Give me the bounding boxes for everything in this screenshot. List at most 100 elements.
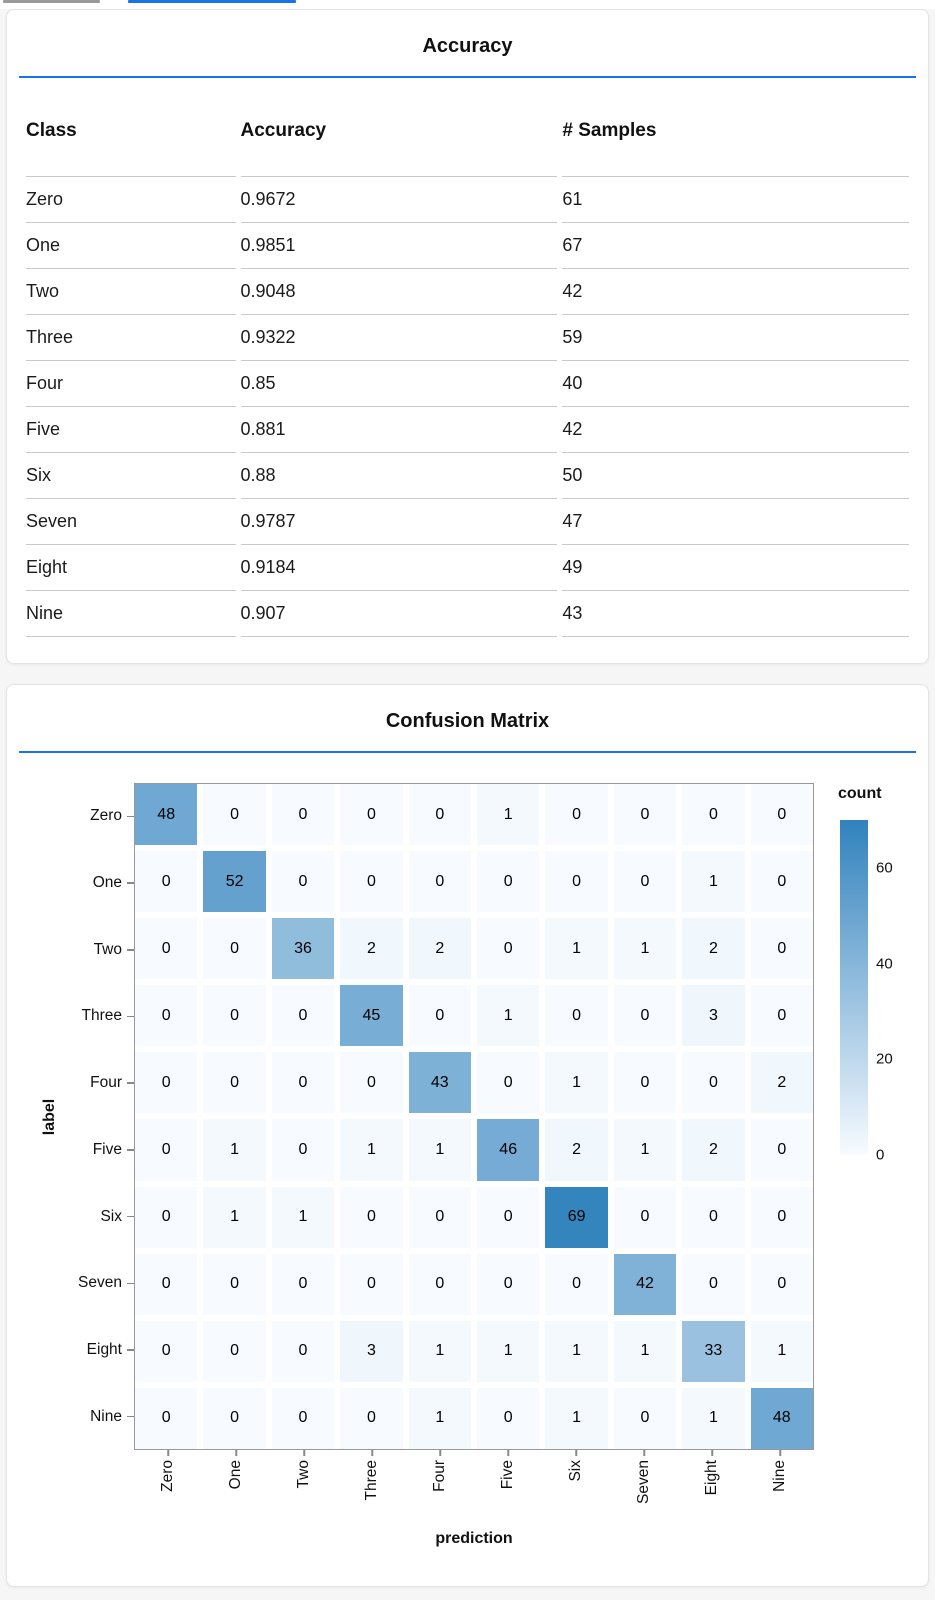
matrix-cell[interactable]: 1 — [750, 1320, 813, 1382]
tab-indicator-inactive[interactable] — [3, 0, 100, 3]
matrix-cell[interactable]: 1 — [613, 1320, 677, 1382]
matrix-cell[interactable]: 0 — [408, 784, 471, 846]
matrix-cell[interactable]: 0 — [271, 1119, 335, 1181]
matrix-cell[interactable]: 1 — [682, 851, 745, 913]
matrix-cell[interactable]: 0 — [545, 1253, 608, 1315]
matrix-cell[interactable]: 0 — [203, 1253, 266, 1315]
matrix-cell[interactable]: 0 — [135, 1253, 198, 1315]
matrix-cell[interactable]: 48 — [750, 1387, 813, 1449]
matrix-cell[interactable]: 0 — [271, 1052, 335, 1114]
matrix-cell[interactable]: 0 — [545, 985, 608, 1047]
matrix-cell[interactable]: 0 — [203, 918, 266, 980]
matrix-cell[interactable]: 1 — [477, 784, 540, 846]
matrix-cell[interactable]: 0 — [271, 1387, 335, 1449]
matrix-cell[interactable]: 0 — [135, 851, 198, 913]
matrix-cell[interactable]: 1 — [545, 1320, 608, 1382]
matrix-cell[interactable]: 0 — [271, 985, 335, 1047]
matrix-cell[interactable]: 0 — [545, 784, 608, 846]
matrix-cell[interactable]: 1 — [340, 1119, 403, 1181]
tab-indicator-active[interactable] — [128, 0, 296, 3]
matrix-cell[interactable]: 0 — [613, 1387, 677, 1449]
matrix-cell[interactable]: 0 — [750, 1253, 813, 1315]
matrix-cell[interactable]: 1 — [203, 1186, 266, 1248]
matrix-cell[interactable]: 0 — [408, 985, 471, 1047]
matrix-cell[interactable]: 2 — [682, 918, 745, 980]
matrix-cell[interactable]: 45 — [340, 985, 403, 1047]
matrix-cell[interactable]: 1 — [408, 1387, 471, 1449]
matrix-cell[interactable]: 2 — [682, 1119, 745, 1181]
matrix-cell[interactable]: 0 — [340, 784, 403, 846]
matrix-cell[interactable]: 0 — [750, 851, 813, 913]
matrix-cell[interactable]: 0 — [750, 1119, 813, 1181]
matrix-cell[interactable]: 43 — [408, 1052, 471, 1114]
matrix-cell[interactable]: 0 — [682, 784, 745, 846]
matrix-cell[interactable]: 0 — [750, 918, 813, 980]
matrix-cell[interactable]: 0 — [682, 1253, 745, 1315]
matrix-cell[interactable]: 1 — [203, 1119, 266, 1181]
matrix-cell[interactable]: 1 — [477, 985, 540, 1047]
matrix-cell[interactable]: 0 — [203, 985, 266, 1047]
matrix-cell[interactable]: 1 — [408, 1119, 471, 1181]
matrix-cell[interactable]: 0 — [340, 1253, 403, 1315]
matrix-cell[interactable]: 33 — [682, 1320, 745, 1382]
matrix-cell[interactable]: 1 — [408, 1320, 471, 1382]
matrix-cell[interactable]: 1 — [545, 1387, 608, 1449]
matrix-cell[interactable]: 36 — [271, 918, 335, 980]
matrix-cell[interactable]: 1 — [682, 1387, 745, 1449]
matrix-cell[interactable]: 52 — [203, 851, 266, 913]
matrix-cell[interactable]: 1 — [477, 1320, 540, 1382]
matrix-cell[interactable]: 0 — [340, 1186, 403, 1248]
matrix-cell[interactable]: 1 — [613, 918, 677, 980]
matrix-cell[interactable]: 0 — [613, 784, 677, 846]
matrix-cell[interactable]: 1 — [545, 918, 608, 980]
matrix-cell[interactable]: 0 — [613, 985, 677, 1047]
matrix-cell[interactable]: 0 — [750, 784, 813, 846]
matrix-cell[interactable]: 0 — [545, 851, 608, 913]
matrix-cell[interactable]: 2 — [340, 918, 403, 980]
matrix-cell[interactable]: 0 — [408, 1186, 471, 1248]
matrix-cell[interactable]: 1 — [545, 1052, 608, 1114]
matrix-cell[interactable]: 0 — [613, 1052, 677, 1114]
matrix-cell[interactable]: 0 — [271, 784, 335, 846]
matrix-cell[interactable]: 0 — [203, 1387, 266, 1449]
matrix-cell[interactable]: 0 — [477, 851, 540, 913]
matrix-cell[interactable]: 0 — [135, 1119, 198, 1181]
matrix-cell[interactable]: 1 — [613, 1119, 677, 1181]
matrix-cell[interactable]: 0 — [135, 1387, 198, 1449]
matrix-cell[interactable]: 0 — [271, 1320, 335, 1382]
matrix-cell[interactable]: 0 — [750, 985, 813, 1047]
matrix-cell[interactable]: 2 — [408, 918, 471, 980]
matrix-cell[interactable]: 3 — [682, 985, 745, 1047]
matrix-cell[interactable]: 48 — [135, 784, 198, 846]
matrix-cell[interactable]: 0 — [750, 1186, 813, 1248]
matrix-cell[interactable]: 0 — [203, 784, 266, 846]
matrix-cell[interactable]: 0 — [477, 1387, 540, 1449]
matrix-cell[interactable]: 2 — [750, 1052, 813, 1114]
matrix-cell[interactable]: 0 — [203, 1052, 266, 1114]
matrix-cell[interactable]: 0 — [408, 1253, 471, 1315]
matrix-cell[interactable]: 0 — [135, 1052, 198, 1114]
matrix-cell[interactable]: 69 — [545, 1186, 608, 1248]
matrix-cell[interactable]: 0 — [135, 918, 198, 980]
matrix-cell[interactable]: 0 — [613, 851, 677, 913]
matrix-cell[interactable]: 0 — [340, 1387, 403, 1449]
matrix-cell[interactable]: 0 — [682, 1186, 745, 1248]
matrix-cell[interactable]: 0 — [477, 1186, 540, 1248]
matrix-cell[interactable]: 0 — [135, 1186, 198, 1248]
matrix-cell[interactable]: 0 — [203, 1320, 266, 1382]
matrix-cell[interactable]: 0 — [271, 1253, 335, 1315]
matrix-cell[interactable]: 2 — [545, 1119, 608, 1181]
matrix-cell[interactable]: 0 — [477, 1052, 540, 1114]
matrix-cell[interactable]: 0 — [135, 1320, 198, 1382]
matrix-cell[interactable]: 0 — [477, 918, 540, 980]
matrix-cell[interactable]: 0 — [135, 985, 198, 1047]
matrix-cell[interactable]: 0 — [477, 1253, 540, 1315]
matrix-cell[interactable]: 0 — [340, 851, 403, 913]
matrix-cell[interactable]: 42 — [613, 1253, 677, 1315]
matrix-cell[interactable]: 0 — [682, 1052, 745, 1114]
matrix-cell[interactable]: 46 — [477, 1119, 540, 1181]
matrix-cell[interactable]: 0 — [271, 851, 335, 913]
matrix-cell[interactable]: 0 — [340, 1052, 403, 1114]
matrix-cell[interactable]: 0 — [613, 1186, 677, 1248]
matrix-cell[interactable]: 1 — [271, 1186, 335, 1248]
